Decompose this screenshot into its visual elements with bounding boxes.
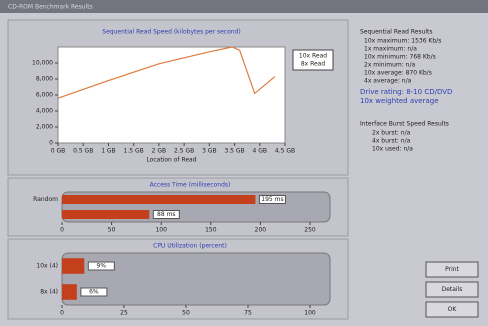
bar bbox=[62, 258, 85, 274]
x-tick-label: 3.5 GB bbox=[224, 148, 244, 155]
x-tick-label: 0 GB bbox=[51, 148, 66, 155]
chart-title: Access Time (milliseconds) bbox=[150, 182, 231, 189]
legend bbox=[292, 49, 334, 71]
button[interactable] bbox=[425, 261, 479, 278]
x-tick-label: 0 bbox=[60, 227, 64, 234]
x-tick-label: 200 bbox=[255, 227, 267, 234]
y-tick-label: 4,000 bbox=[36, 108, 53, 115]
bar bbox=[62, 195, 256, 204]
result-line: 1x maximum: n/a bbox=[364, 46, 417, 53]
y-tick-label: 8,000 bbox=[36, 76, 53, 83]
y-tick-label: 0 bbox=[49, 140, 53, 147]
x-tick-label: 50 bbox=[108, 227, 116, 234]
button-label[interactable]: OK bbox=[448, 306, 458, 313]
chart-title: Sequential Read Speed (kilobytes per sec… bbox=[102, 29, 240, 36]
y-tick-label: 6,000 bbox=[36, 92, 53, 99]
burst-title: Interface Burst Speed Results bbox=[360, 121, 449, 128]
line bbox=[57, 46, 276, 99]
button[interactable] bbox=[425, 281, 479, 298]
y-tick-label: 2,000 bbox=[36, 124, 53, 131]
value-label-box bbox=[87, 261, 115, 271]
burst-line: 4x burst: n/a bbox=[372, 138, 411, 145]
value-label: 9% bbox=[97, 263, 107, 270]
rating-line: Drive rating: 8-10 CD/DVD bbox=[360, 88, 452, 96]
legend-entry: 10x Read bbox=[299, 53, 327, 60]
window-title: CD-ROM Benchmark Results bbox=[8, 4, 93, 11]
bar bbox=[62, 210, 150, 219]
result-line: 2x minimum: n/a bbox=[364, 62, 416, 69]
rating-line: 10x weighted average bbox=[360, 97, 439, 105]
x-tick-label: 2 GB bbox=[152, 148, 167, 155]
x-tick-label: 4.5 GB bbox=[275, 148, 295, 155]
result-line: 10x minimum: 768 Kb/s bbox=[364, 54, 436, 61]
result-line: 10x maximum: 1536 Kb/s bbox=[364, 38, 441, 45]
value-label: 88 ms bbox=[157, 211, 176, 218]
plot-area bbox=[57, 46, 286, 144]
x-tick-label: 50 bbox=[182, 310, 190, 317]
category-label: 8x (4) bbox=[40, 289, 58, 296]
result-line: 4x average: n/a bbox=[364, 78, 412, 85]
value-label-box bbox=[258, 195, 286, 204]
result-line: 10x average: 870 Kb/s bbox=[364, 70, 432, 77]
legend-entry: 8x Read bbox=[301, 61, 326, 68]
x-tick-label: 0 bbox=[60, 310, 64, 317]
button-label[interactable]: Print bbox=[445, 266, 459, 273]
category-label: Random bbox=[33, 196, 58, 203]
title-bar bbox=[0, 0, 488, 13]
x-tick-label: 3 GB bbox=[202, 148, 217, 155]
x-tick-label: 2.5 GB bbox=[174, 148, 194, 155]
burst-line: 10x used: n/a bbox=[372, 146, 413, 153]
y-tick-label: 10,000 bbox=[32, 60, 53, 67]
x-axis-label: Location of Read bbox=[146, 157, 196, 164]
x-tick-label: 4 GB bbox=[253, 148, 268, 155]
x-tick-label: 100 bbox=[155, 227, 167, 234]
x-tick-label: 25 bbox=[120, 310, 128, 317]
x-tick-label: 0.5 GB bbox=[73, 148, 93, 155]
value-label-box bbox=[80, 287, 108, 297]
x-tick-label: 100 bbox=[304, 310, 316, 317]
value-label: 6% bbox=[89, 289, 99, 296]
chart-title: CPU Utilization (percent) bbox=[153, 243, 227, 250]
results-title: Sequential Read Results bbox=[360, 29, 433, 36]
button-label[interactable]: Details bbox=[442, 286, 463, 293]
x-tick-label: 1.5 GB bbox=[124, 148, 144, 155]
x-tick-label: 150 bbox=[205, 227, 217, 234]
burst-line: 2x burst: n/a bbox=[372, 130, 411, 137]
x-tick-label: 75 bbox=[244, 310, 252, 317]
button[interactable] bbox=[425, 301, 479, 318]
value-label: 195 ms bbox=[261, 196, 283, 203]
x-tick-label: 1 GB bbox=[101, 148, 116, 155]
value-label-box bbox=[152, 210, 180, 219]
category-label: 10x (4) bbox=[36, 263, 58, 270]
bar bbox=[62, 284, 77, 300]
plot-area bbox=[61, 252, 331, 306]
x-tick-label: 250 bbox=[304, 227, 316, 234]
